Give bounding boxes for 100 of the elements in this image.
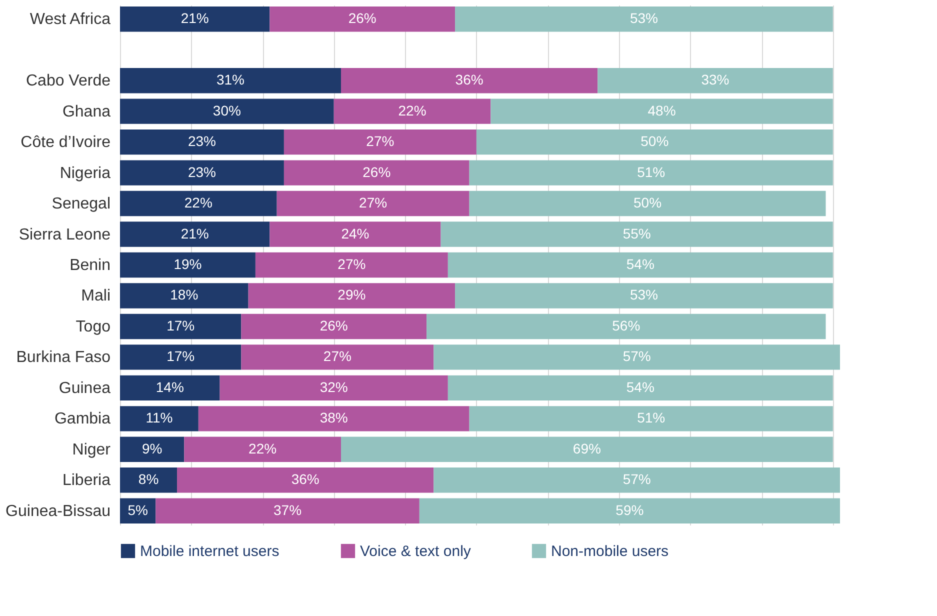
- data-label: 53%: [630, 286, 658, 303]
- data-label: 22%: [398, 102, 426, 118]
- legend-label: Mobile internet users: [140, 543, 280, 560]
- bar: [184, 436, 341, 462]
- legend-label: Voice & text only: [360, 543, 472, 560]
- y-tick-label: Benin: [70, 257, 110, 274]
- bar: [120, 222, 270, 247]
- bar: [340, 436, 833, 462]
- bar: [248, 283, 456, 308]
- data-label: 27%: [323, 348, 352, 364]
- data-label: 21%: [180, 225, 209, 242]
- data-label: 32%: [320, 378, 348, 395]
- data-label: 24%: [341, 225, 370, 242]
- bar: [476, 129, 833, 155]
- y-tick-label: Togo: [76, 318, 111, 336]
- bar: [490, 98, 833, 124]
- data-label: 27%: [338, 256, 366, 272]
- bar: [598, 68, 833, 94]
- bar: [120, 344, 242, 370]
- data-label: 11%: [146, 410, 173, 426]
- bar: [270, 222, 441, 247]
- data-label: 23%: [188, 164, 216, 180]
- data-label: 53%: [630, 10, 658, 26]
- bar: [448, 252, 833, 278]
- legend-label: Non-mobile users: [551, 543, 669, 560]
- bar: [270, 6, 456, 32]
- bar: [120, 283, 248, 308]
- data-label: 57%: [622, 471, 651, 488]
- data-label: 56%: [612, 317, 640, 334]
- y-tick-label: Guinea: [58, 380, 111, 397]
- bar: [241, 314, 427, 340]
- data-label: 48%: [648, 102, 676, 118]
- bar: [469, 406, 833, 432]
- bar: [469, 160, 833, 186]
- bar: [120, 190, 277, 216]
- data-label: 26%: [348, 10, 376, 26]
- bar: [426, 314, 826, 340]
- data-label: 51%: [637, 410, 666, 426]
- data-label: 50%: [634, 194, 662, 211]
- y-tick-label: Ghana: [62, 103, 111, 120]
- bar: [120, 160, 284, 186]
- data-label: 27%: [366, 133, 394, 150]
- data-label: 30%: [212, 102, 241, 118]
- data-label: 26%: [362, 164, 391, 180]
- data-label: 5%: [128, 502, 148, 518]
- data-label: 17%: [166, 317, 195, 334]
- bar: [198, 406, 470, 432]
- data-label: 57%: [622, 348, 651, 364]
- data-label: 38%: [320, 410, 348, 426]
- bar: [120, 314, 242, 340]
- data-label: 23%: [188, 133, 216, 150]
- data-label: 21%: [180, 10, 209, 26]
- y-tick-label: Senegal: [52, 196, 110, 213]
- data-label: 54%: [626, 256, 654, 272]
- data-label: 29%: [338, 286, 366, 303]
- data-label: 14%: [156, 378, 184, 395]
- y-tick-label: Sierra Leone: [18, 226, 111, 244]
- bar: [120, 436, 184, 462]
- data-label: 36%: [455, 72, 484, 88]
- bar: [156, 498, 420, 524]
- data-label: 19%: [174, 256, 202, 272]
- bar: [469, 190, 826, 216]
- y-tick-label: Liberia: [62, 472, 111, 490]
- bar: [276, 190, 470, 216]
- bar: [241, 344, 434, 370]
- bar: [220, 375, 448, 401]
- bar: [340, 68, 598, 94]
- bar: [120, 129, 284, 155]
- y-tick-label: West Africa: [30, 11, 111, 28]
- bar: [120, 468, 178, 493]
- bar: [120, 252, 256, 278]
- bar: [120, 375, 220, 401]
- bar: [334, 98, 491, 124]
- y-tick-label: Nigeria: [60, 164, 111, 182]
- data-label: 54%: [626, 378, 654, 395]
- data-label: 17%: [166, 348, 195, 364]
- data-label: 59%: [616, 502, 644, 518]
- y-tick-label: Burkina Faso: [16, 349, 111, 366]
- data-label: 37%: [274, 502, 302, 518]
- data-label: 50%: [640, 133, 669, 150]
- data-label: 33%: [701, 72, 730, 88]
- bar: [255, 252, 448, 278]
- bar: [448, 375, 833, 401]
- data-label: 9%: [142, 440, 162, 456]
- data-label: 31%: [216, 72, 245, 88]
- bar: [455, 6, 833, 32]
- bar: [120, 68, 341, 94]
- bar: [177, 468, 434, 493]
- data-label: 22%: [248, 440, 277, 456]
- data-label: 55%: [622, 225, 651, 242]
- y-tick-label: Cabo Verde: [26, 72, 111, 90]
- data-label: 8%: [138, 471, 159, 488]
- data-label: 26%: [320, 317, 348, 334]
- data-label: 51%: [637, 164, 666, 180]
- y-tick-label: Mali: [81, 288, 110, 305]
- bar: [284, 129, 476, 155]
- y-tick-label: Côte d’Ivoire: [20, 134, 111, 152]
- y-tick-label: Guinea-Bissau: [6, 502, 110, 520]
- bar: [120, 6, 270, 32]
- data-label: 69%: [572, 440, 601, 456]
